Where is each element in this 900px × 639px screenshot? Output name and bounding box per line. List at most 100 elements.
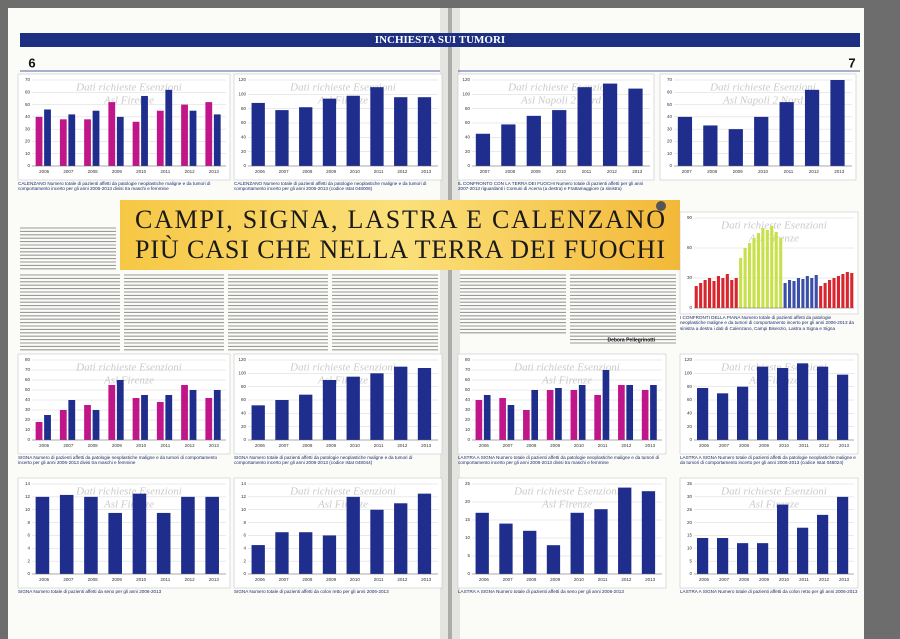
x-tick-label: 2010 <box>779 443 790 448</box>
bar <box>213 390 221 440</box>
bar <box>694 286 698 308</box>
bar <box>322 98 337 166</box>
y-tick-label: 15 <box>687 533 693 538</box>
watermark: Dati richieste Esenzioni <box>75 486 182 498</box>
x-tick-label: 2009 <box>112 443 123 448</box>
bar <box>499 523 513 574</box>
bar <box>804 89 820 166</box>
y-tick-label: 40 <box>667 114 673 119</box>
y-tick-label: 10 <box>687 545 693 550</box>
y-tick-label: 60 <box>465 377 471 382</box>
caption-box: SIGNA Numero totale di pazienti affetti … <box>18 589 161 594</box>
bar <box>594 395 601 440</box>
caption: LASTRA A SIGNA Numero totale di pazienti… <box>680 589 858 594</box>
bar <box>213 114 221 166</box>
bar <box>59 410 67 440</box>
x-tick-label: 2012 <box>607 169 618 174</box>
y-tick-label: 40 <box>25 397 31 402</box>
bar <box>499 398 506 440</box>
bar <box>850 273 854 308</box>
x-tick-label: 2012 <box>185 577 196 582</box>
bar <box>370 509 384 574</box>
headline: CAMPI, SIGNA, LASTRA E CALENZANO <box>135 205 665 234</box>
bar <box>552 110 567 166</box>
x-tick-label: 2006 <box>699 577 710 582</box>
x-tick-label: 2013 <box>645 577 656 582</box>
bar <box>677 116 693 166</box>
bar <box>546 390 554 440</box>
article-text <box>20 227 676 351</box>
y-tick-label: 0 <box>243 163 246 168</box>
y-tick-label: 35 <box>687 481 693 486</box>
x-tick-label: 2006 <box>255 577 266 582</box>
y-tick-label: 8 <box>243 520 246 525</box>
bar <box>703 280 707 308</box>
bar <box>810 278 814 308</box>
bar <box>837 374 849 440</box>
x-tick-label: 2006 <box>479 577 490 582</box>
bar <box>526 115 541 166</box>
watermark: Dati richieste Esenzioni <box>75 82 182 94</box>
bar <box>577 87 592 166</box>
x-tick-label: 2007 <box>63 443 74 448</box>
y-tick-label: 10 <box>465 535 471 540</box>
y-tick-label: 40 <box>241 135 247 140</box>
bar <box>531 390 539 440</box>
x-tick-label: 2012 <box>621 443 632 448</box>
y-tick-label: 70 <box>25 367 31 372</box>
y-tick-label: 4 <box>243 545 246 550</box>
gutter <box>440 8 460 639</box>
bar <box>483 395 491 440</box>
bar <box>797 527 809 574</box>
watermark: Asl Firenze <box>541 375 592 387</box>
x-tick-label: 2007 <box>279 577 290 582</box>
y-tick-label: 40 <box>465 397 471 402</box>
y-tick-label: 12 <box>25 494 31 499</box>
bar <box>717 538 729 574</box>
x-tick-label: 2010 <box>350 443 361 448</box>
x-tick-label: 2012 <box>185 443 196 448</box>
bar <box>189 390 197 440</box>
x-tick-label: 2008 <box>739 443 750 448</box>
bar <box>132 493 147 574</box>
bar <box>92 110 100 166</box>
x-tick-label: 2006 <box>39 577 50 582</box>
y-tick-label: 120 <box>238 77 246 82</box>
x-tick-label: 2008 <box>526 443 537 448</box>
x-tick-label: 2010 <box>350 577 361 582</box>
bar <box>370 373 384 440</box>
x-tick-label: 2011 <box>161 169 171 174</box>
bar <box>725 274 729 308</box>
y-tick-label: 40 <box>465 135 471 140</box>
x-tick-label: 2006 <box>39 169 50 174</box>
y-tick-label: 20 <box>241 424 247 429</box>
x-tick-label: 2009 <box>326 169 337 174</box>
bar <box>757 543 769 574</box>
watermark: Dati richieste Esenzioni <box>507 82 614 94</box>
x-tick-label: 2008 <box>88 169 99 174</box>
y-tick-label: 10 <box>241 507 247 512</box>
y-tick-label: 0 <box>689 305 692 310</box>
bar <box>275 110 289 166</box>
bar <box>728 129 743 166</box>
bar <box>797 363 809 440</box>
bar <box>299 394 313 440</box>
bar <box>35 496 50 574</box>
x-tick-label: 2013 <box>209 443 220 448</box>
bar <box>116 380 124 440</box>
x-tick-label: 2006 <box>479 443 490 448</box>
y-tick-label: 60 <box>687 245 693 250</box>
bar <box>205 496 219 574</box>
x-tick-label: 2008 <box>505 169 516 174</box>
bar <box>251 545 265 574</box>
bar <box>819 286 823 308</box>
y-tick-label: 50 <box>25 102 31 107</box>
y-tick-label: 100 <box>238 371 246 376</box>
watermark: Asl Firenze <box>103 375 154 387</box>
caption-box: IL CONFRONTO CON LA TERRA DEI FUOCHI Num… <box>458 181 643 191</box>
y-tick-label: 60 <box>465 120 471 125</box>
bar <box>748 243 752 308</box>
bar <box>792 281 796 308</box>
x-tick-label: 2013 <box>421 577 432 582</box>
